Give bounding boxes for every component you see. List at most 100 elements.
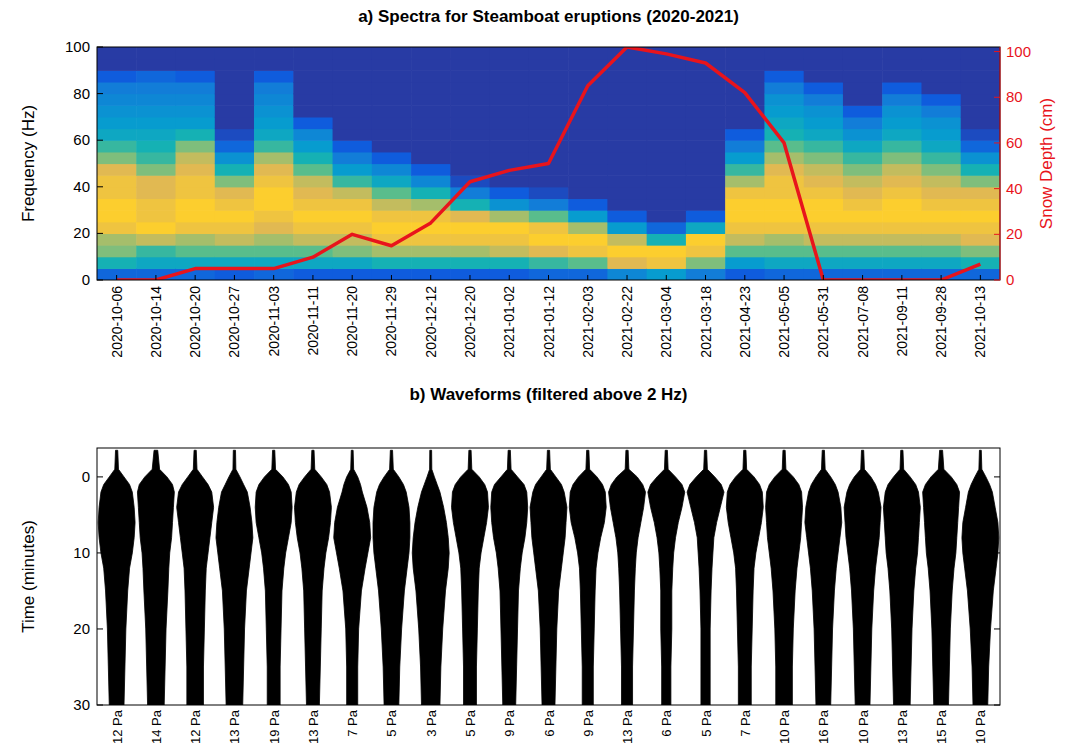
heat-cell — [607, 140, 647, 152]
heat-cell — [136, 129, 176, 141]
tick — [155, 275, 156, 280]
heat-cell — [333, 117, 373, 129]
heat-cell — [372, 47, 412, 59]
tick — [97, 476, 103, 477]
heat-cell — [254, 129, 294, 141]
tick — [312, 275, 313, 280]
heat-cell — [843, 245, 883, 257]
heat-cell — [490, 117, 530, 129]
tick-label: 40 — [73, 178, 90, 195]
tick — [234, 700, 235, 705]
tick — [116, 700, 117, 705]
heat-cell — [725, 233, 765, 245]
heat-cell — [333, 47, 373, 59]
tick-label: 2021-09-11 — [894, 286, 910, 357]
heat-cell — [215, 47, 255, 59]
axis-title: Snow Depth (cm) — [1037, 98, 1056, 229]
heat-cell — [450, 198, 490, 210]
heat-cell — [136, 70, 176, 82]
heat-cell — [490, 268, 530, 280]
waveform — [137, 450, 174, 705]
heat-cell — [136, 175, 176, 187]
heat-cell — [529, 82, 569, 94]
heat-cell — [215, 70, 255, 82]
tick-label: 9 Pa — [502, 709, 517, 737]
heat-cell — [293, 82, 333, 94]
heat-cell — [97, 152, 137, 164]
heat-cell — [215, 117, 255, 129]
heat-cell — [333, 187, 373, 199]
heat-cell — [372, 59, 412, 71]
heat-cell — [254, 140, 294, 152]
heat-cell — [961, 175, 1000, 187]
tick — [666, 700, 667, 705]
heat-cell — [961, 140, 1000, 152]
tick — [97, 628, 103, 629]
heat-cell — [921, 70, 961, 82]
heat-cell — [607, 117, 647, 129]
heat-cell — [254, 222, 294, 234]
heat-cell — [176, 164, 216, 176]
heat-cell — [921, 210, 961, 222]
tick-label: 3 Pa — [424, 709, 439, 737]
heat-cell — [764, 47, 804, 59]
heat-cell — [647, 152, 687, 164]
heat-cell — [647, 129, 687, 141]
heat-cell — [411, 105, 451, 117]
heat-cell — [647, 210, 687, 222]
heat-cell — [804, 70, 844, 82]
waveform — [844, 450, 881, 705]
heat-cell — [411, 257, 451, 269]
heat-cell — [293, 70, 333, 82]
heat-cell — [450, 164, 490, 176]
heat-cell — [333, 94, 373, 106]
heat-cell — [372, 70, 412, 82]
heat-cell — [764, 59, 804, 71]
tick — [273, 700, 274, 705]
heat-cell — [764, 152, 804, 164]
heat-cell — [843, 257, 883, 269]
heat-cell — [961, 59, 1000, 71]
tick — [234, 275, 235, 280]
heat-cell — [647, 117, 687, 129]
tick-label: 80 — [73, 85, 90, 102]
heat-cell — [215, 59, 255, 71]
heat-cell — [843, 129, 883, 141]
heat-cell — [764, 245, 804, 257]
tick — [862, 275, 863, 280]
tick-label: 7 Pa — [345, 709, 360, 737]
heat-cell — [725, 152, 765, 164]
heat-cell — [293, 187, 333, 199]
heat-cell — [686, 47, 726, 59]
tick — [352, 700, 353, 705]
heat-cell — [804, 140, 844, 152]
heat-cell — [97, 140, 137, 152]
heat-cell — [450, 129, 490, 141]
waveform — [334, 450, 371, 705]
heat-cell — [843, 187, 883, 199]
tick — [97, 47, 103, 48]
heat-cell — [293, 210, 333, 222]
heat-cell — [97, 117, 137, 129]
heat-cell — [411, 164, 451, 176]
tick-label: 5 Pa — [384, 709, 399, 737]
heat-cell — [882, 129, 922, 141]
heat-cell — [529, 245, 569, 257]
tick-label: 13 Pa — [620, 709, 635, 744]
heat-cell — [843, 233, 883, 245]
heat-cell — [450, 59, 490, 71]
tick-label: 10 Pa — [856, 709, 871, 744]
heat-cell — [176, 59, 216, 71]
tick-label: 13 Pa — [895, 709, 910, 744]
tick — [548, 275, 549, 280]
heat-cell — [568, 175, 608, 187]
heat-cell — [372, 140, 412, 152]
heat-cell — [686, 175, 726, 187]
heat-cell — [333, 175, 373, 187]
heat-cell — [293, 59, 333, 71]
heat-cell — [136, 257, 176, 269]
tick — [994, 51, 1000, 52]
tick-label: 10 Pa — [973, 709, 988, 744]
heat-cell — [686, 82, 726, 94]
heat-cell — [921, 233, 961, 245]
